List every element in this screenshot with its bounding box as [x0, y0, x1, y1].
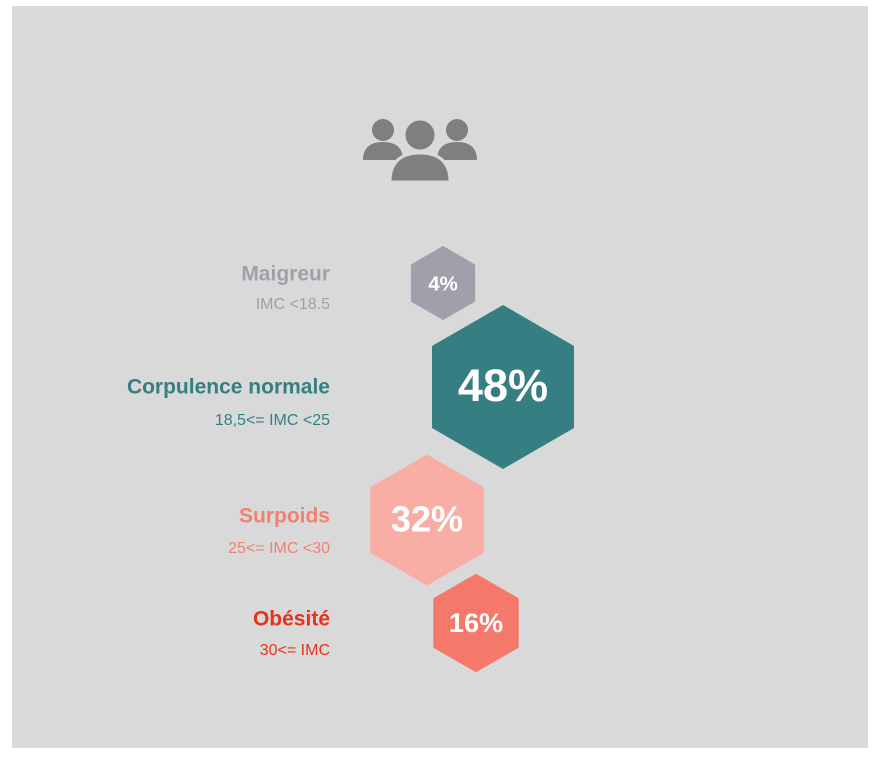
category-subtitle: 25<= IMC <30	[228, 540, 330, 557]
value-label: 32%	[391, 499, 463, 540]
category-label: Obésité	[253, 608, 330, 631]
category-subtitle: IMC <18.5	[256, 296, 330, 313]
hexagon	[432, 305, 574, 469]
value-label: 48%	[458, 360, 548, 411]
value-label: 16%	[449, 607, 503, 638]
value-label: 4%	[428, 273, 457, 295]
hexagon	[433, 573, 519, 673]
category-label: Surpoids	[239, 505, 330, 528]
hexagon	[410, 245, 476, 321]
people-icon	[363, 117, 477, 184]
category-subtitle: 18,5<= IMC <25	[215, 412, 330, 429]
category-label: Corpulence normale	[127, 376, 330, 399]
hexagon	[370, 454, 484, 586]
category-subtitle: 30<= IMC	[260, 642, 330, 659]
category-label: Maigreur	[241, 263, 330, 286]
